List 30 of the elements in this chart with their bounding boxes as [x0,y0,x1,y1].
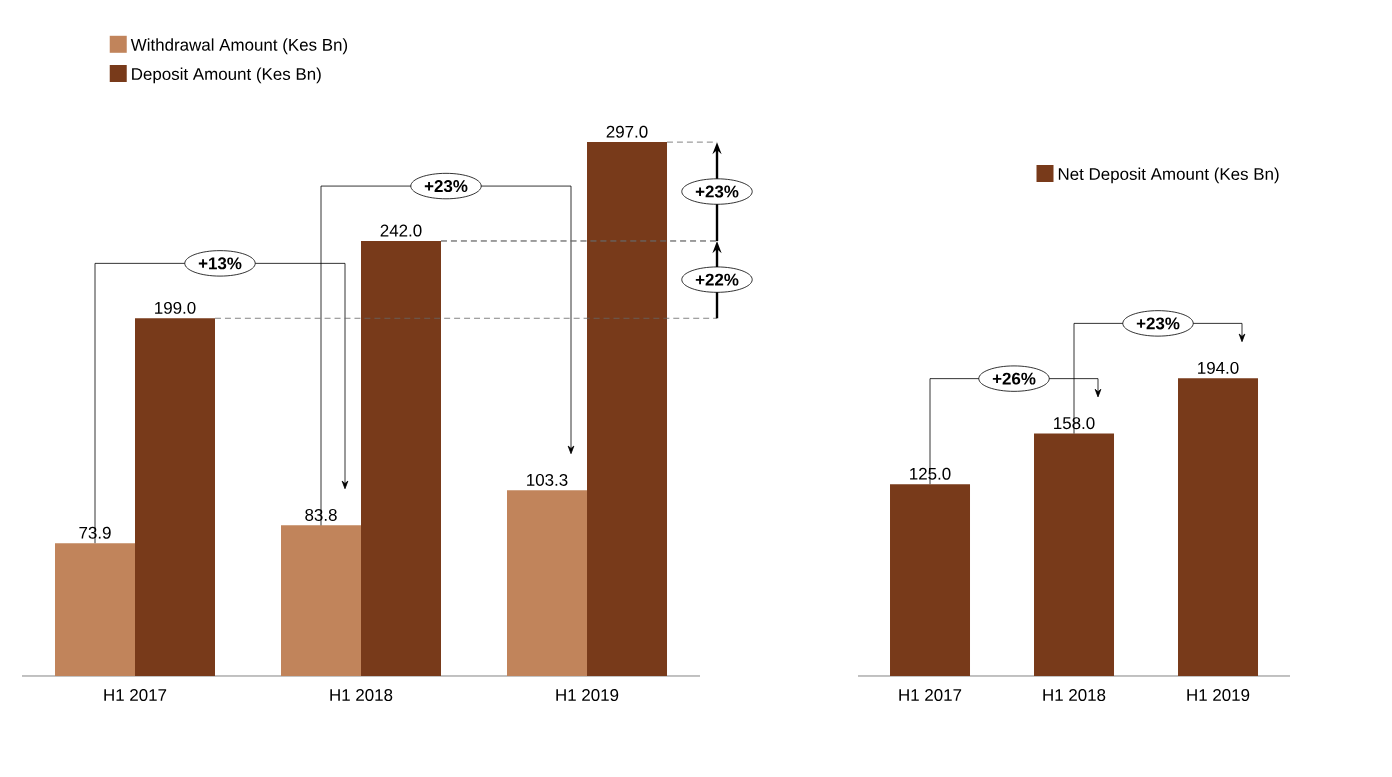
data-label: 73.9 [79,526,111,539]
legend-label: Deposit Amount (Kes Bn) [132,67,321,84]
x-tick-label: H1 2018 [1043,689,1106,702]
annotation: +26% [992,372,1036,385]
text: +23% [1136,317,1180,330]
bar [587,142,668,676]
bar [281,525,361,676]
x-tick-label: H1 2018 [330,689,393,702]
data-label: 83.8 [305,508,337,521]
bar [55,543,135,676]
data-label: 297.0 [606,125,648,138]
data-label: 103.3 [527,473,568,486]
data-label: 194.0 [1198,361,1239,374]
x-tick-label: H1 2019 [556,689,619,702]
data-label: 125.0 [910,467,951,480]
annotation: +22% [695,273,739,286]
x-tick-label: H1 2019 [1187,689,1250,702]
annotation: +13% [198,257,242,270]
bar [135,318,215,676]
data-label: 158.0 [1054,417,1095,430]
x-tick-label: H1 2017 [104,689,167,702]
annotation: +23% [695,185,739,198]
bar [361,240,441,676]
legend-label: Net Deposit Amount (Kes Bn) [1058,167,1279,184]
annotation: +23% [424,180,468,193]
data-label: 242.0 [380,224,422,237]
data-label: 199.0 [155,301,196,314]
legend-label: Withdrawal Amount (Kes Bn) [130,38,348,55]
bar [507,490,588,676]
x-tick-label: H1 2017 [899,689,962,702]
